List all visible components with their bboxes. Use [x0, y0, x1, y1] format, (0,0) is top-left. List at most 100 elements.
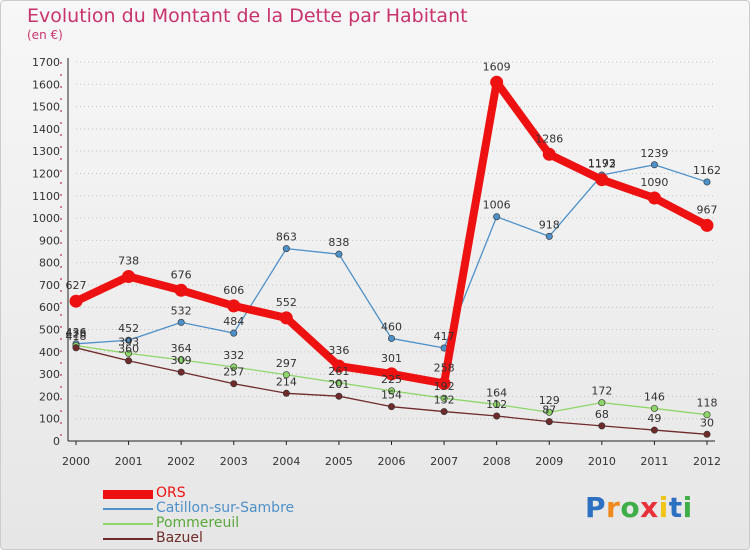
data-label: 1239	[640, 147, 668, 160]
x-tick-label: 2012	[693, 455, 721, 468]
data-label: 1006	[483, 199, 511, 212]
chart-title: Evolution du Montant de la Dette par Hab…	[27, 5, 468, 27]
logo-letter: t	[668, 491, 683, 524]
data-point	[703, 178, 711, 186]
logo-letter: x	[640, 491, 659, 524]
x-tick-label: 2011	[640, 455, 668, 468]
data-label: 261	[328, 365, 349, 378]
data-label: 1162	[693, 164, 721, 177]
data-point	[177, 318, 185, 326]
x-axis-ticks: 2000 2001 2002 2003 2004 2005 2006 2007 2008 2009…	[62, 441, 721, 468]
data-label: 164	[486, 386, 507, 399]
series-bazuel	[72, 344, 711, 438]
y-tick-label: 200	[39, 390, 60, 403]
data-point	[595, 173, 609, 187]
logo-letter: r	[606, 491, 621, 524]
data-point	[542, 147, 556, 161]
x-tick-label: 2000	[62, 455, 90, 468]
data-point	[69, 294, 83, 308]
data-point	[387, 334, 395, 342]
data-label: 452	[118, 322, 139, 335]
data-label: 297	[276, 357, 297, 370]
data-label: 301	[381, 352, 402, 365]
data-label: 364	[171, 342, 192, 355]
data-point	[230, 380, 238, 388]
y-tick-label: 1200	[32, 167, 60, 180]
data-label: 192	[434, 380, 455, 393]
data-point	[703, 411, 711, 419]
logo-letter: o	[620, 491, 641, 524]
data-point	[122, 269, 136, 283]
data-label: 418	[66, 330, 87, 343]
data-label: 172	[591, 385, 612, 398]
data-label: 436	[66, 326, 87, 339]
y-tick-label: 1500	[32, 101, 60, 114]
x-tick-label: 2001	[115, 455, 143, 468]
data-point	[598, 399, 606, 407]
data-label: 627	[66, 279, 87, 292]
data-label: 68	[595, 408, 609, 421]
data-label: 258	[434, 361, 455, 374]
data-label: 309	[171, 354, 192, 367]
data-point	[282, 371, 290, 379]
data-label: 417	[434, 330, 455, 343]
grid-lines	[76, 61, 715, 420]
data-label: 1172	[588, 158, 616, 171]
data-point	[125, 357, 133, 365]
legend-swatch	[103, 523, 153, 525]
y-tick-label: 0	[53, 435, 60, 448]
series-pommereuil	[72, 342, 711, 419]
data-label: 30	[700, 416, 714, 429]
data-label: 484	[223, 315, 244, 328]
data-label: 606	[223, 284, 244, 297]
data-point	[490, 75, 504, 89]
y-tick-label: 600	[39, 301, 60, 314]
data-point	[177, 356, 185, 364]
series-ors	[69, 75, 714, 390]
data-point	[332, 359, 346, 373]
data-label: 129	[539, 394, 560, 407]
y-tick-label: 100	[39, 413, 60, 426]
x-tick-label: 2004	[272, 455, 300, 468]
y-tick-label: 700	[39, 279, 60, 292]
data-point	[700, 218, 714, 232]
data-point	[230, 363, 238, 371]
logo-letter: i	[682, 491, 693, 524]
data-point	[125, 349, 133, 357]
logo-letter: P	[585, 491, 607, 524]
data-point	[125, 336, 133, 344]
y-tick-label: 1600	[32, 78, 60, 91]
y-tick-label: 400	[39, 346, 60, 359]
data-point	[335, 392, 343, 400]
legend-label: Catillon-sur-Sambre	[156, 500, 295, 516]
data-label: 552	[276, 296, 297, 309]
legend-label: Pommereuil	[156, 515, 240, 531]
data-label: 154	[381, 389, 402, 402]
data-point	[440, 408, 448, 416]
data-point	[385, 367, 398, 381]
data-label: 336	[328, 344, 349, 357]
data-label: 428	[66, 328, 87, 341]
data-point	[545, 418, 553, 426]
proxiti-logo: Proxiti	[585, 491, 693, 524]
data-point	[703, 430, 711, 438]
data-point	[282, 245, 290, 253]
x-tick-label: 2009	[535, 455, 563, 468]
x-tick-label: 2003	[220, 455, 248, 468]
data-label: 49	[647, 412, 661, 425]
y-tick-label: 1100	[32, 190, 60, 203]
data-point	[174, 283, 188, 297]
chart-unit-label: (en €)	[27, 28, 63, 42]
data-point	[598, 422, 606, 430]
y-tick-label: 1300	[32, 145, 60, 158]
data-label: 1286	[535, 132, 563, 145]
y-tick-label: 300	[39, 368, 60, 381]
data-label: 112	[486, 398, 507, 411]
data-point	[387, 387, 395, 395]
data-point	[493, 400, 501, 408]
data-label: 1090	[640, 176, 668, 189]
y-tick-label: 800	[39, 257, 60, 270]
data-point	[545, 408, 553, 416]
